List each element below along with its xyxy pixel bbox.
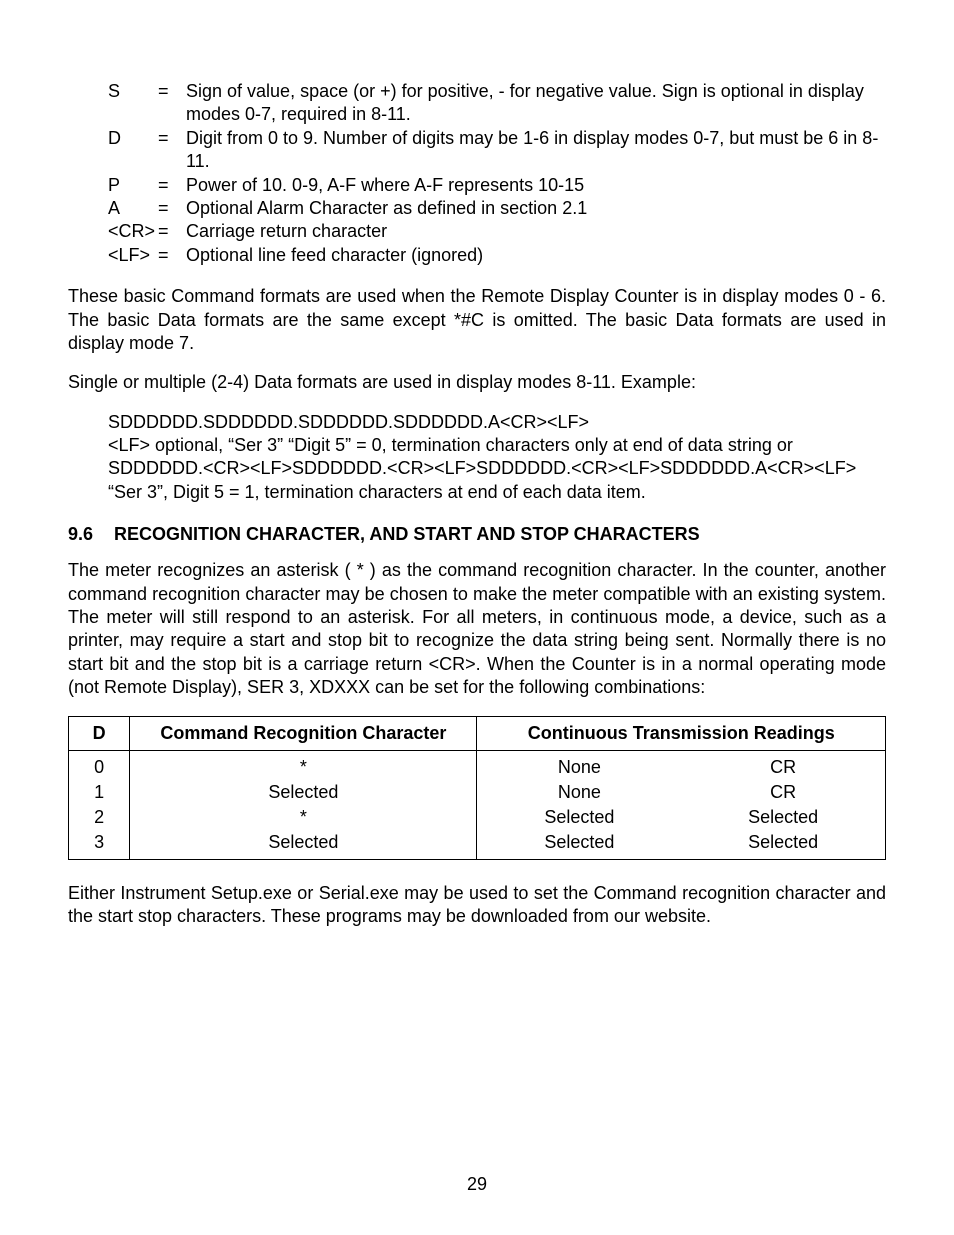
table-header-d: D bbox=[69, 716, 130, 750]
definition-description: Digit from 0 to 9. Number of digits may … bbox=[186, 127, 886, 174]
definition-symbol: P bbox=[108, 174, 158, 197]
definition-equals: = bbox=[158, 197, 186, 220]
section-heading: 9.6 RECOGNITION CHARACTER, AND START AND… bbox=[68, 524, 886, 545]
page-number: 29 bbox=[0, 1174, 954, 1195]
table-cell-d: 2 bbox=[69, 805, 130, 830]
definition-equals: = bbox=[158, 220, 186, 243]
definition-symbol: S bbox=[108, 80, 158, 103]
table-cell-d: 0 bbox=[69, 750, 130, 780]
example-line: “Ser 3”, Digit 5 = 1, termination charac… bbox=[108, 481, 886, 504]
definition-equals: = bbox=[158, 80, 186, 103]
table-cell-ct1: None bbox=[477, 780, 681, 805]
table-row: 2 * Selected Selected bbox=[69, 805, 886, 830]
table-cell-ct1: None bbox=[477, 750, 681, 780]
definition-description: Power of 10. 0-9, A-F where A-F represen… bbox=[186, 174, 886, 197]
paragraph-recognition: The meter recognizes an asterisk ( * ) a… bbox=[68, 559, 886, 699]
definition-row: D = Digit from 0 to 9. Number of digits … bbox=[108, 127, 886, 174]
definition-symbol: A bbox=[108, 197, 158, 220]
table-row: 1 Selected None CR bbox=[69, 780, 886, 805]
table-cell-ct1: Selected bbox=[477, 830, 681, 860]
definition-description: Sign of value, space (or +) for positive… bbox=[186, 80, 886, 127]
table-cell-ct2: Selected bbox=[681, 805, 885, 830]
table-cell-ct1: Selected bbox=[477, 805, 681, 830]
definition-description: Optional Alarm Character as defined in s… bbox=[186, 197, 886, 220]
definition-symbol: <CR> bbox=[108, 220, 158, 243]
definition-row: <LF> = Optional line feed character (ign… bbox=[108, 244, 886, 267]
table-cell-crc: Selected bbox=[130, 780, 477, 805]
example-line: <LF> optional, “Ser 3” “Digit 5” = 0, te… bbox=[108, 434, 886, 457]
table-row: 3 Selected Selected Selected bbox=[69, 830, 886, 860]
table-cell-crc: * bbox=[130, 805, 477, 830]
definition-row: A = Optional Alarm Character as defined … bbox=[108, 197, 886, 220]
definition-equals: = bbox=[158, 127, 186, 150]
paragraph-example-intro: Single or multiple (2-4) Data formats ar… bbox=[68, 371, 886, 394]
example-line: SDDDDDD.SDDDDDD.SDDDDDD.SDDDDDD.A<CR><LF… bbox=[108, 411, 886, 434]
table-cell-crc: Selected bbox=[130, 830, 477, 860]
definition-equals: = bbox=[158, 244, 186, 267]
paragraph-instrument-setup: Either Instrument Setup.exe or Serial.ex… bbox=[68, 882, 886, 929]
table-header-crc: Command Recognition Character bbox=[130, 716, 477, 750]
table-cell-d: 1 bbox=[69, 780, 130, 805]
definition-description: Carriage return character bbox=[186, 220, 886, 243]
definition-symbol: <LF> bbox=[108, 244, 158, 267]
example-line: SDDDDDD.<CR><LF>SDDDDDD.<CR><LF>SDDDDDD.… bbox=[108, 457, 886, 480]
table-cell-d: 3 bbox=[69, 830, 130, 860]
page-container: S = Sign of value, space (or +) for posi… bbox=[0, 0, 954, 1235]
definition-equals: = bbox=[158, 174, 186, 197]
table-cell-crc: * bbox=[130, 750, 477, 780]
paragraph-basic-command: These basic Command formats are used whe… bbox=[68, 285, 886, 355]
example-block: SDDDDDD.SDDDDDD.SDDDDDD.SDDDDDD.A<CR><LF… bbox=[108, 411, 886, 505]
definition-row: <CR> = Carriage return character bbox=[108, 220, 886, 243]
table-header-row: D Command Recognition Character Continuo… bbox=[69, 716, 886, 750]
section-number: 9.6 bbox=[68, 524, 114, 545]
section-title: RECOGNITION CHARACTER, AND START AND STO… bbox=[114, 524, 700, 545]
definition-row: S = Sign of value, space (or +) for posi… bbox=[108, 80, 886, 127]
definition-row: P = Power of 10. 0-9, A-F where A-F repr… bbox=[108, 174, 886, 197]
table-header-ctr: Continuous Transmission Readings bbox=[477, 716, 886, 750]
table-cell-ct2: CR bbox=[681, 750, 885, 780]
recognition-table: D Command Recognition Character Continuo… bbox=[68, 716, 886, 860]
table-row: 0 * None CR bbox=[69, 750, 886, 780]
definition-list: S = Sign of value, space (or +) for posi… bbox=[108, 80, 886, 267]
definition-symbol: D bbox=[108, 127, 158, 150]
definition-description: Optional line feed character (ignored) bbox=[186, 244, 886, 267]
table-cell-ct2: CR bbox=[681, 780, 885, 805]
table-cell-ct2: Selected bbox=[681, 830, 885, 860]
